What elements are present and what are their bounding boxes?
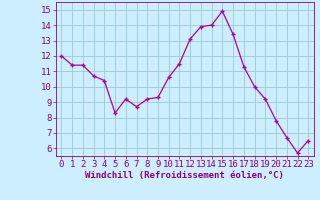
X-axis label: Windchill (Refroidissement éolien,°C): Windchill (Refroidissement éolien,°C) xyxy=(85,171,284,180)
